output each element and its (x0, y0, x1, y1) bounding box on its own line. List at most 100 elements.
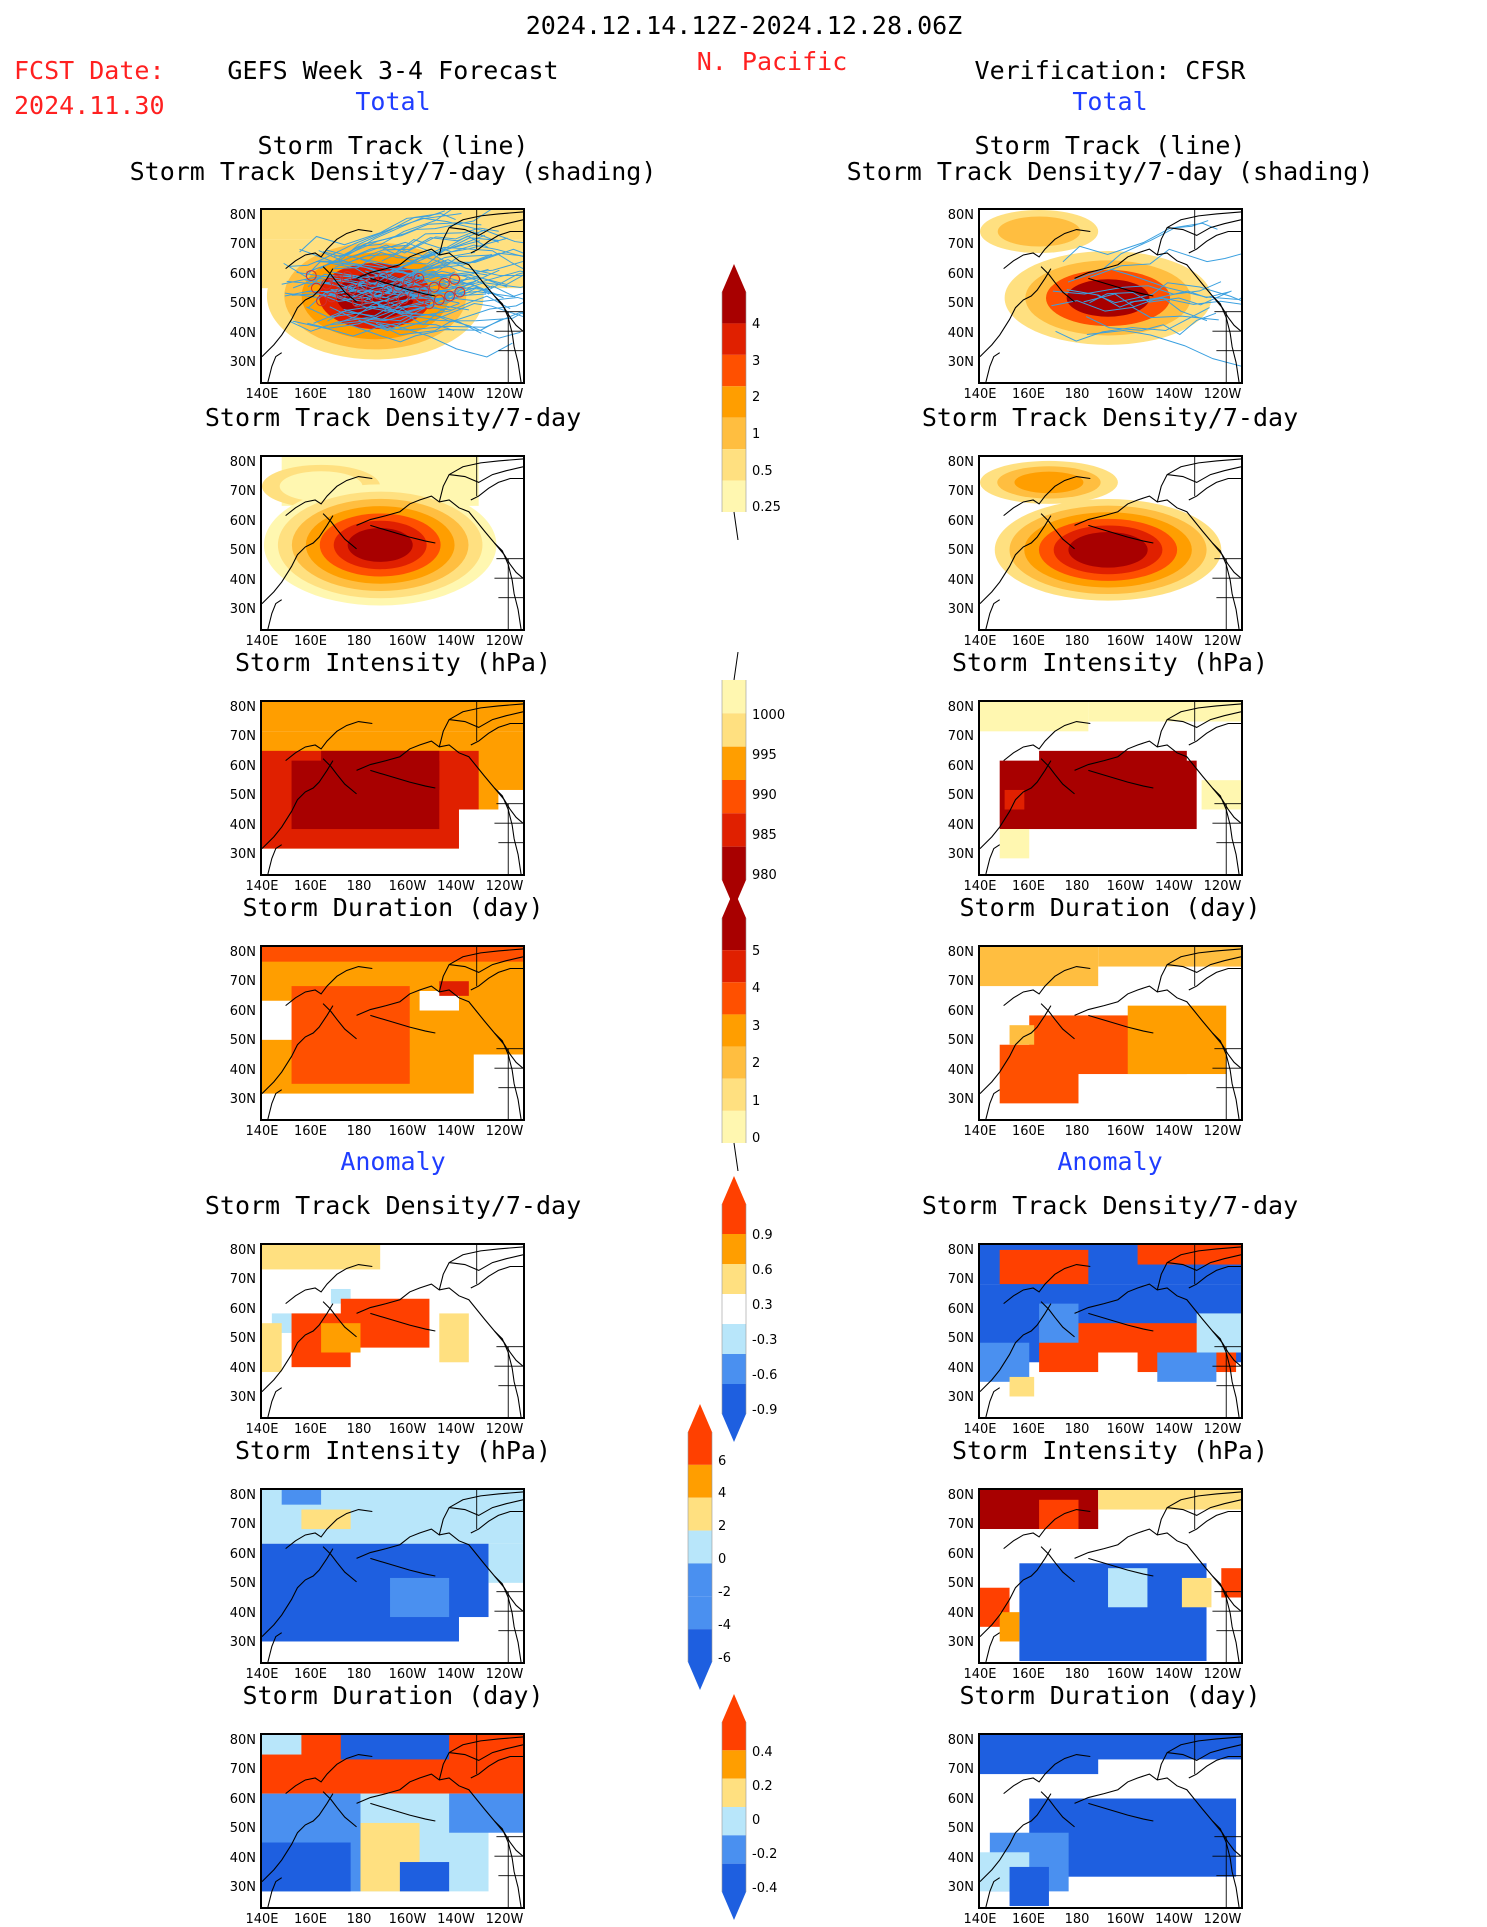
lon-label: 160W (1106, 1912, 1145, 1927)
lon-label: 140W (1155, 387, 1193, 402)
lat-label: 60N (229, 1791, 256, 1807)
verification-anomaly-label: Anomaly (1057, 1147, 1163, 1176)
map-duration-anom-fcst (260, 1733, 525, 1909)
lon-label: 160W (1106, 879, 1145, 894)
colorbar-label: 0.3 (752, 1297, 773, 1313)
title-track-line-fcst: Storm Track (line) (257, 131, 529, 160)
colorbar-label: 4 (752, 981, 761, 997)
map-duration-fcst-svg (262, 947, 523, 1119)
title-density-verif: Storm Track Density/7-day (921, 403, 1299, 432)
colorbar-intensity-anom (682, 1404, 722, 1690)
lat-label: 80N (229, 945, 256, 960)
lon-label: 140W (437, 387, 475, 402)
map-intensity-fcst-svg (262, 702, 523, 874)
map-density-anom-fcst-svg (262, 1245, 523, 1417)
title-intensity-fcst: Storm Intensity (hPa) (234, 648, 552, 677)
lat-label: 50N (947, 788, 974, 804)
lat-label: 60N (947, 1301, 974, 1317)
lat-label: 70N (947, 1272, 974, 1288)
colorbar-label: 985 (752, 828, 777, 843)
lon-label: 140E (963, 387, 997, 402)
colorbar-label: 2 (752, 390, 761, 406)
map-density-verif (978, 455, 1243, 631)
colorbar-label: 1000 (752, 708, 786, 723)
lat-label: 70N (947, 1517, 974, 1533)
colorbar-label: 4 (718, 1486, 727, 1502)
lat-label: 80N (229, 700, 256, 715)
lat-label: 50N (229, 788, 256, 804)
colorbar-label: -4 (718, 1617, 731, 1633)
lon-label: 140W (1155, 1422, 1193, 1437)
lat-label: 80N (229, 455, 256, 470)
lat-label: 50N (229, 1821, 256, 1837)
lat-label: 60N (229, 266, 256, 282)
fcst-date-value: 2024.11.30 (14, 91, 165, 120)
map-density-anom-fcst (260, 1243, 525, 1419)
colorbar-label: 990 (752, 788, 777, 803)
verification-total-label: Total (1072, 87, 1148, 116)
lon-label: 140E (245, 634, 279, 649)
lon-label: 140E (245, 1667, 279, 1682)
colorbar-label: 6 (718, 1453, 727, 1469)
lon-label: 160W (1106, 387, 1145, 402)
colorbar-label: -6 (718, 1650, 731, 1666)
colorbar-label: 995 (752, 748, 777, 763)
map-intensity-fcst (260, 700, 525, 876)
lat-label: 30N (947, 355, 974, 370)
map-density-anom-verif-svg (980, 1245, 1241, 1417)
lat-label: 40N (947, 817, 974, 833)
lon-label: 160E (1011, 1667, 1046, 1682)
lat-label: 50N (229, 1331, 256, 1347)
fcst-date-label: FCST Date: (14, 56, 165, 85)
lon-label: 160W (1106, 1667, 1145, 1682)
title-density-anom-fcst: Storm Track Density/7-day (204, 1191, 582, 1220)
map-density-verif-svg (980, 457, 1241, 629)
map-intensity-verif-svg (980, 702, 1241, 874)
lat-label: 30N (947, 1635, 974, 1650)
lon-label: 140W (1155, 1124, 1193, 1139)
lon-label: 140E (963, 1422, 997, 1437)
lon-label: 160E (293, 1667, 328, 1682)
colorbar-label: 1 (752, 1093, 761, 1109)
lat-label: 30N (229, 355, 256, 370)
lat-label: 50N (229, 1576, 256, 1592)
lon-label: 160E (293, 879, 328, 894)
lat-label: 80N (229, 1488, 256, 1503)
title-duration-anom-verif: Storm Duration (day) (959, 1681, 1261, 1710)
lat-label: 40N (229, 572, 256, 588)
lon-label: 180 (1064, 1667, 1090, 1682)
colorbar-density-anom (716, 1176, 756, 1442)
map-track-verif (978, 208, 1243, 384)
lon-label: 120W (485, 1667, 524, 1682)
lat-label: 70N (229, 974, 256, 990)
lon-label: 140W (1155, 879, 1193, 894)
lat-label: 80N (947, 1733, 974, 1748)
lon-label: 180 (1064, 634, 1090, 649)
lon-label: 120W (485, 1422, 524, 1437)
lon-label: 180 (1064, 387, 1090, 402)
lon-label: 120W (1203, 1912, 1242, 1927)
lon-label: 140E (245, 1124, 279, 1139)
lat-label: 70N (947, 729, 974, 745)
lon-label: 140E (963, 634, 997, 649)
lon-label: 120W (485, 1124, 524, 1139)
lon-label: 160W (388, 879, 427, 894)
map-intensity-anom-fcst (260, 1488, 525, 1664)
lat-label: 80N (229, 1733, 256, 1748)
colorbar-label: 0 (752, 1812, 761, 1828)
lon-label: 120W (1203, 879, 1242, 894)
map-intensity-anom-verif-svg (980, 1490, 1241, 1662)
lat-label: 50N (947, 1331, 974, 1347)
colorbar-label: -0.2 (752, 1846, 778, 1862)
lon-label: 160E (293, 1124, 328, 1139)
lon-label: 160W (388, 1667, 427, 1682)
lon-label: 120W (1203, 387, 1242, 402)
lon-label: 180 (1064, 1912, 1090, 1927)
map-density-fcst (260, 455, 525, 631)
lat-label: 30N (947, 1880, 974, 1895)
lon-label: 160E (1011, 1124, 1046, 1139)
lat-label: 30N (947, 1390, 974, 1405)
map-track-verif-svg (980, 210, 1241, 382)
lat-label: 40N (229, 1605, 256, 1621)
lat-label: 70N (947, 974, 974, 990)
